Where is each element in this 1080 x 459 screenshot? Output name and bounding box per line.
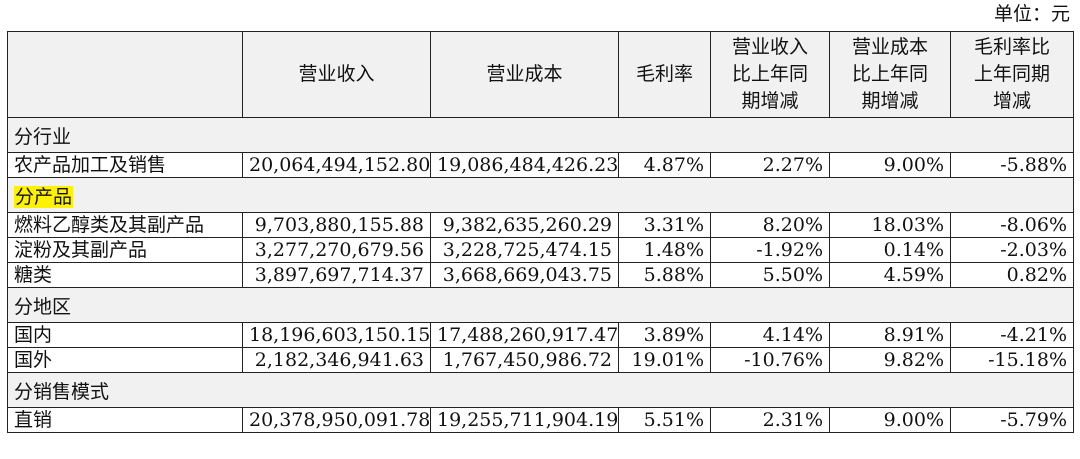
header-cost: 营业成本 — [430, 31, 619, 118]
revenue-cell: 18,196,603,150.15 — [242, 322, 431, 348]
revenue-yoy-cell: -10.76% — [710, 347, 830, 373]
header-revenue-yoy-line: 比上年同 — [731, 63, 808, 85]
table-row: 直销 20,378,950,091.78 19,255,711,904.19 5… — [7, 407, 1074, 433]
header-row: 营业收入 营业成本 毛利率 营业收入 比上年同 期增减 营业成本 比上年同 期增… — [7, 31, 1074, 118]
row-name: 国内 — [7, 322, 243, 348]
margin-yoy-cell: -4.21% — [950, 322, 1074, 348]
margin-cell: 19.01% — [618, 347, 711, 373]
table-row: 糖类 3,897,697,714.37 3,668,669,043.75 5.8… — [7, 262, 1074, 288]
revenue-cell: 3,897,697,714.37 — [242, 262, 431, 288]
section-row-sales-mode: 分销售模式 — [7, 372, 1074, 408]
revenue-cell: 2,182,346,941.63 — [242, 347, 431, 373]
table-row: 国外 2,182,346,941.63 1,767,450,986.72 19.… — [7, 347, 1074, 373]
row-name: 农产品加工及销售 — [7, 152, 243, 178]
header-cost-yoy-line: 比上年同 — [851, 63, 928, 85]
row-name: 燃料乙醇类及其副产品 — [7, 212, 243, 238]
section-row-industry: 分行业 — [7, 117, 1074, 153]
cost-yoy-cell: 8.91% — [829, 322, 951, 348]
header-revenue-yoy-line: 期增减 — [741, 90, 799, 112]
header-margin-yoy-line: 上年同期 — [973, 63, 1050, 85]
margin-cell: 3.89% — [618, 322, 711, 348]
section-row-region: 分地区 — [7, 287, 1074, 323]
cost-yoy-cell: 4.59% — [829, 262, 951, 288]
cost-yoy-cell: 0.14% — [829, 237, 951, 263]
header-revenue-yoy: 营业收入 比上年同 期增减 — [710, 31, 830, 118]
section-title: 分行业 — [7, 117, 1074, 153]
header-margin-yoy-line: 毛利率比 — [973, 36, 1050, 58]
row-name: 糖类 — [7, 262, 243, 288]
cost-cell: 1,767,450,986.72 — [430, 347, 619, 373]
header-margin-yoy: 毛利率比 上年同期 增减 — [950, 31, 1074, 118]
margin-yoy-cell: -5.88% — [950, 152, 1074, 178]
cost-cell: 19,086,484,426.23 — [430, 152, 619, 178]
cost-yoy-cell: 9.00% — [829, 407, 951, 433]
section-title: 分销售模式 — [7, 372, 1074, 408]
cost-cell: 9,382,635,260.29 — [430, 212, 619, 238]
margin-yoy-cell: 0.82% — [950, 262, 1074, 288]
revenue-cell: 20,378,950,091.78 — [242, 407, 431, 433]
cost-cell: 17,488,260,917.47 — [430, 322, 619, 348]
revenue-yoy-cell: 5.50% — [710, 262, 830, 288]
revenue-yoy-cell: 2.27% — [710, 152, 830, 178]
table-row: 淀粉及其副产品 3,277,270,679.56 3,228,725,474.1… — [7, 237, 1074, 263]
section-row-product: 分产品 — [7, 177, 1074, 213]
header-cost-yoy-line: 营业成本 — [851, 36, 928, 58]
revenue-cell: 3,277,270,679.56 — [242, 237, 431, 263]
cost-yoy-cell: 18.03% — [829, 212, 951, 238]
margin-yoy-cell: -15.18% — [950, 347, 1074, 373]
header-margin-yoy-line: 增减 — [992, 90, 1031, 112]
section-title-highlighted: 分产品 — [14, 185, 74, 208]
margin-cell: 4.87% — [618, 152, 711, 178]
cost-cell: 3,228,725,474.15 — [430, 237, 619, 263]
row-name: 直销 — [7, 407, 243, 433]
unit-label: 单位：元 — [993, 3, 1070, 25]
margin-yoy-cell: -8.06% — [950, 212, 1074, 238]
row-name: 国外 — [7, 347, 243, 373]
cost-cell: 3,668,669,043.75 — [430, 262, 619, 288]
header-cost-yoy-line: 期增减 — [861, 90, 919, 112]
cost-yoy-cell: 9.00% — [829, 152, 951, 178]
header-margin: 毛利率 — [618, 31, 711, 118]
margin-yoy-cell: -2.03% — [950, 237, 1074, 263]
margin-cell: 3.31% — [618, 212, 711, 238]
revenue-cell: 20,064,494,152.80 — [242, 152, 431, 178]
margin-yoy-cell: -5.79% — [950, 407, 1074, 433]
revenue-yoy-cell: 8.20% — [710, 212, 830, 238]
revenue-cell: 9,703,880,155.88 — [242, 212, 431, 238]
financial-breakdown-table: 营业收入 营业成本 毛利率 营业收入 比上年同 期增减 营业成本 比上年同 期增… — [7, 31, 1074, 433]
margin-cell: 5.51% — [618, 407, 711, 433]
header-cost-yoy: 营业成本 比上年同 期增减 — [829, 31, 951, 118]
row-name: 淀粉及其副产品 — [7, 237, 243, 263]
cost-yoy-cell: 9.82% — [829, 347, 951, 373]
table-row: 国内 18,196,603,150.15 17,488,260,917.47 3… — [7, 322, 1074, 348]
table-row: 燃料乙醇类及其副产品 9,703,880,155.88 9,382,635,26… — [7, 212, 1074, 238]
section-title-cell: 分产品 — [7, 177, 1074, 213]
header-blank — [7, 31, 243, 118]
margin-cell: 5.88% — [618, 262, 711, 288]
revenue-yoy-cell: 4.14% — [710, 322, 830, 348]
margin-cell: 1.48% — [618, 237, 711, 263]
header-revenue-yoy-line: 营业收入 — [731, 36, 808, 58]
revenue-yoy-cell: -1.92% — [710, 237, 830, 263]
cost-cell: 19,255,711,904.19 — [430, 407, 619, 433]
header-revenue: 营业收入 — [242, 31, 431, 118]
revenue-yoy-cell: 2.31% — [710, 407, 830, 433]
section-title: 分地区 — [7, 287, 1074, 323]
table-row: 农产品加工及销售 20,064,494,152.80 19,086,484,42… — [7, 152, 1074, 178]
